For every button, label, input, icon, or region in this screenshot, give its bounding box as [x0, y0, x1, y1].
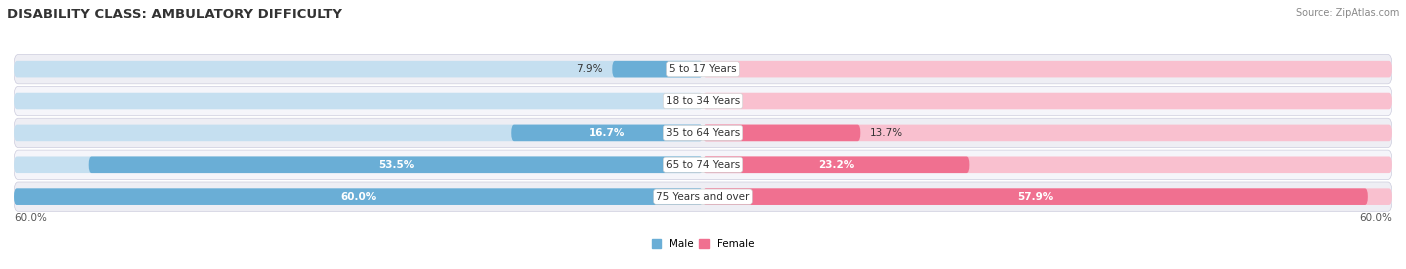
Text: 65 to 74 Years: 65 to 74 Years: [666, 160, 740, 170]
Text: 16.7%: 16.7%: [589, 128, 626, 138]
FancyBboxPatch shape: [14, 55, 1392, 84]
Text: 0.0%: 0.0%: [713, 96, 738, 106]
FancyBboxPatch shape: [14, 157, 703, 173]
FancyBboxPatch shape: [703, 157, 1392, 173]
Text: 60.0%: 60.0%: [340, 192, 377, 202]
FancyBboxPatch shape: [14, 188, 703, 205]
Text: 60.0%: 60.0%: [14, 213, 46, 223]
Text: Source: ZipAtlas.com: Source: ZipAtlas.com: [1295, 8, 1399, 18]
Text: 7.9%: 7.9%: [576, 64, 603, 74]
FancyBboxPatch shape: [14, 150, 1392, 179]
FancyBboxPatch shape: [14, 93, 703, 109]
FancyBboxPatch shape: [703, 125, 1392, 141]
Text: 13.7%: 13.7%: [869, 128, 903, 138]
Text: 57.9%: 57.9%: [1018, 192, 1053, 202]
Text: 35 to 64 Years: 35 to 64 Years: [666, 128, 740, 138]
FancyBboxPatch shape: [512, 125, 703, 141]
FancyBboxPatch shape: [14, 61, 703, 77]
Text: 0.0%: 0.0%: [713, 64, 738, 74]
FancyBboxPatch shape: [703, 188, 1368, 205]
FancyBboxPatch shape: [14, 188, 703, 205]
FancyBboxPatch shape: [14, 182, 1392, 211]
Text: 60.0%: 60.0%: [1360, 213, 1392, 223]
FancyBboxPatch shape: [703, 125, 860, 141]
FancyBboxPatch shape: [89, 157, 703, 173]
FancyBboxPatch shape: [14, 125, 703, 141]
Text: 23.2%: 23.2%: [818, 160, 855, 170]
FancyBboxPatch shape: [703, 93, 1392, 109]
FancyBboxPatch shape: [612, 61, 703, 77]
Text: 53.5%: 53.5%: [378, 160, 413, 170]
FancyBboxPatch shape: [703, 157, 969, 173]
Text: 0.0%: 0.0%: [668, 96, 693, 106]
FancyBboxPatch shape: [703, 61, 1392, 77]
Text: 75 Years and over: 75 Years and over: [657, 192, 749, 202]
FancyBboxPatch shape: [14, 86, 1392, 116]
Text: 5 to 17 Years: 5 to 17 Years: [669, 64, 737, 74]
Text: 18 to 34 Years: 18 to 34 Years: [666, 96, 740, 106]
FancyBboxPatch shape: [14, 118, 1392, 148]
Text: DISABILITY CLASS: AMBULATORY DIFFICULTY: DISABILITY CLASS: AMBULATORY DIFFICULTY: [7, 8, 342, 21]
Legend: Male, Female: Male, Female: [647, 235, 759, 253]
FancyBboxPatch shape: [703, 188, 1392, 205]
